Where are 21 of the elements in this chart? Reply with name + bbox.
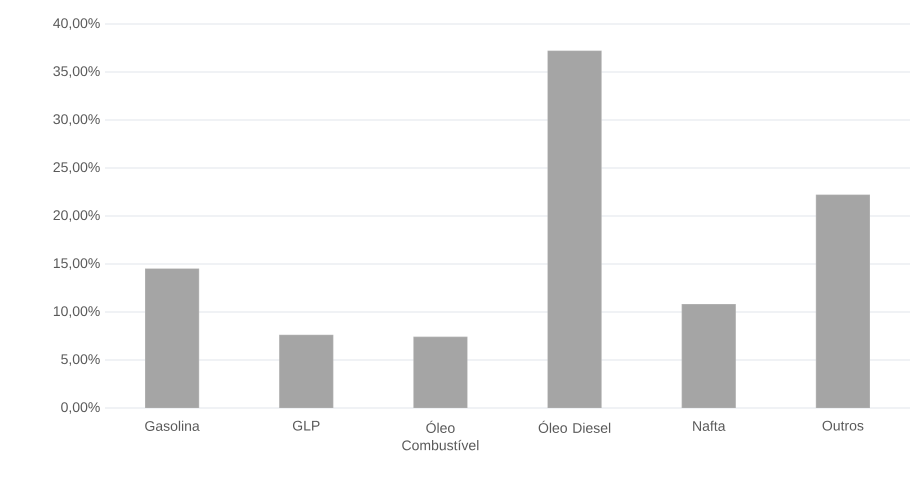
bar	[279, 334, 334, 408]
y-tick-label: 15,00%	[54, 258, 100, 270]
y-tick-label: 20,00%	[54, 210, 100, 222]
x-tick-label: Nafta	[693, 420, 726, 431]
bar	[547, 50, 602, 408]
bar	[144, 268, 200, 408]
y-tick-label: 35,00%	[53, 66, 100, 78]
y-tick-label: 10,00%	[54, 306, 100, 318]
x-tick-label: Óleo Combustível	[402, 420, 478, 450]
x-tick-label: Óleo Diesel	[538, 420, 610, 433]
y-tick-label: 5,00%	[61, 354, 100, 366]
x-tick-label: GLP	[292, 420, 320, 431]
bar	[816, 194, 870, 408]
x-tick-label: Outros	[822, 420, 864, 431]
bar	[682, 304, 736, 408]
y-tick-label: 0,00%	[61, 402, 100, 414]
y-tick-label: 25,00%	[54, 162, 100, 174]
y-tick-label: 30,00%	[53, 114, 100, 126]
bar	[413, 336, 468, 408]
x-tick-label: Gasolina	[145, 420, 200, 431]
y-tick-label: 40,00%	[53, 18, 100, 30]
